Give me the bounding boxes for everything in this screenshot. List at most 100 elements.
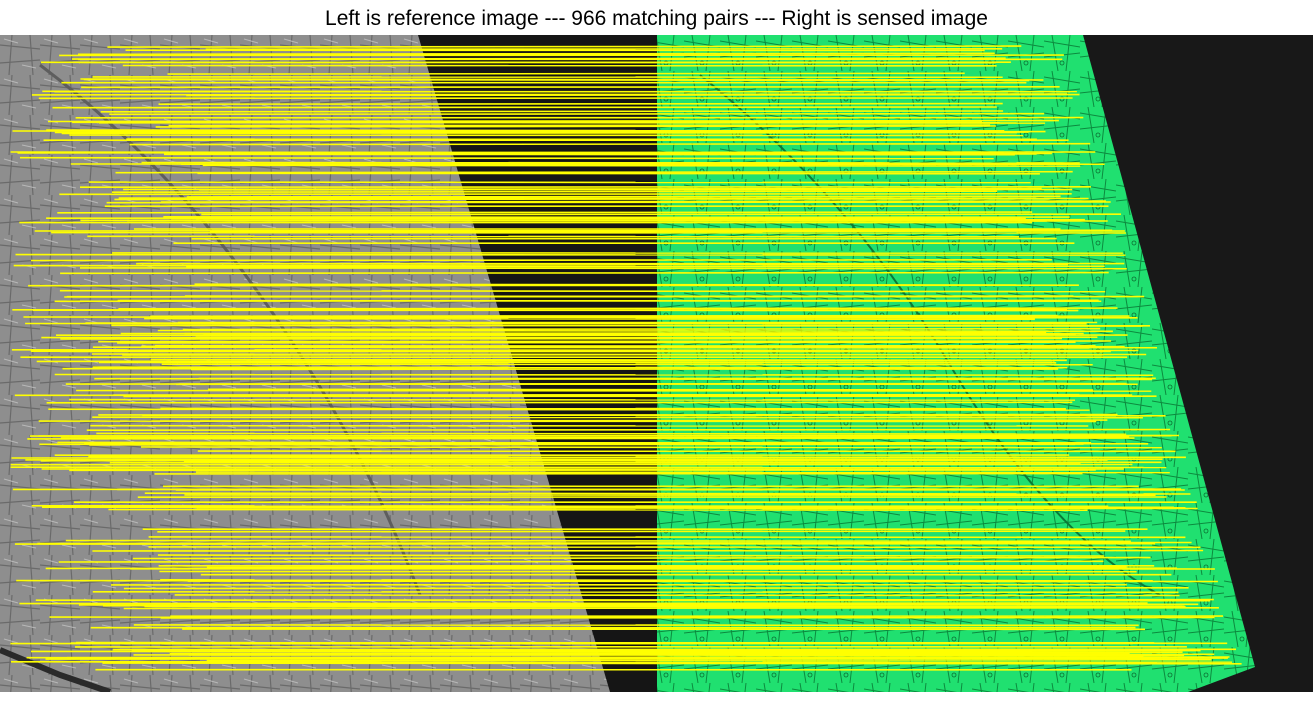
match-line <box>161 363 1093 366</box>
match-line <box>117 299 1102 303</box>
match-line <box>30 350 1104 353</box>
match-line <box>48 408 1090 411</box>
match-line <box>35 598 1214 602</box>
match-line <box>67 656 1230 659</box>
match-line <box>123 606 1219 610</box>
match-line <box>184 458 1163 461</box>
match-line <box>60 436 1130 439</box>
match-line <box>195 333 1076 337</box>
match-line <box>129 142 1091 146</box>
match-line <box>40 459 1108 462</box>
match-line <box>64 295 1074 298</box>
match-line <box>196 219 1047 222</box>
match-line <box>206 658 1212 662</box>
reference-river <box>39 63 422 596</box>
match-line <box>11 456 1186 459</box>
match-line <box>15 253 1126 256</box>
match-line <box>45 657 1228 660</box>
match-line <box>86 428 1171 432</box>
match-line <box>175 488 1081 491</box>
match-line <box>123 586 1189 590</box>
match-line <box>102 603 1185 607</box>
match-line <box>46 401 1073 404</box>
match-line <box>54 373 1154 377</box>
match-line <box>132 556 1151 560</box>
match-line <box>28 284 1079 287</box>
match-line <box>59 289 1106 293</box>
match-line <box>59 193 1072 196</box>
match-line <box>115 170 1073 174</box>
match-line <box>11 348 1139 352</box>
match-line <box>91 353 1104 356</box>
match-line <box>186 265 1047 268</box>
match-line <box>19 156 994 160</box>
match-line <box>31 93 1068 96</box>
match-line <box>160 578 1153 582</box>
match-line <box>10 151 1004 154</box>
match-line <box>118 307 1118 310</box>
match-line <box>60 337 1063 340</box>
match-line <box>72 121 1046 124</box>
match-line <box>119 324 1151 327</box>
match-line <box>108 508 1088 512</box>
match-line <box>36 359 1055 363</box>
match-line <box>120 331 1047 335</box>
match-line <box>157 530 1126 533</box>
match-lines <box>10 45 1242 671</box>
match-line <box>30 650 1183 654</box>
match-line <box>38 434 1180 437</box>
reference-road <box>0 647 111 692</box>
match-line <box>160 200 1106 203</box>
match-line <box>102 662 1242 665</box>
match-line <box>52 106 997 109</box>
match-line <box>60 271 1109 275</box>
match-line <box>151 419 1108 422</box>
match-line <box>173 346 1090 349</box>
match-line <box>92 590 1179 594</box>
match-line <box>77 52 995 56</box>
match-line <box>65 539 1131 543</box>
match-line <box>182 327 1101 331</box>
match-line <box>155 125 996 128</box>
match-line <box>150 263 1069 266</box>
match-line <box>80 78 1044 81</box>
match-line <box>49 616 1120 619</box>
match-line <box>83 660 1158 664</box>
match-line <box>144 492 1191 495</box>
match-line <box>169 652 1130 655</box>
figure-title: Left is reference image --- 966 matching… <box>325 7 988 30</box>
match-line <box>30 259 1052 262</box>
match-line <box>81 85 1060 89</box>
match-line <box>92 416 1143 419</box>
match-line <box>27 437 1135 440</box>
match-line <box>111 190 998 193</box>
match-line <box>117 341 1076 344</box>
match-line <box>141 161 1080 164</box>
match-canvas <box>0 35 1313 692</box>
match-line <box>197 172 1040 175</box>
match-line <box>195 471 1170 474</box>
match-line <box>157 554 1105 557</box>
match-line <box>47 119 1059 123</box>
match-line <box>79 267 1127 270</box>
match-line <box>34 229 1113 232</box>
match-line <box>144 317 1035 321</box>
match-line <box>92 366 1068 369</box>
match-line <box>207 388 1094 391</box>
match-line <box>196 506 1198 510</box>
match-line <box>167 72 965 75</box>
match-line <box>58 560 1104 563</box>
match-line <box>12 308 1078 312</box>
match-line <box>88 181 1031 184</box>
match-line <box>205 48 1003 51</box>
match-line <box>57 211 1033 214</box>
match-line <box>158 102 1003 105</box>
match-line <box>31 504 1109 508</box>
match-line <box>206 565 1127 569</box>
match-line <box>46 129 1005 132</box>
match-line <box>23 316 1138 319</box>
match-line <box>76 389 1152 392</box>
match-line <box>107 45 1022 48</box>
match-line <box>157 329 1113 333</box>
